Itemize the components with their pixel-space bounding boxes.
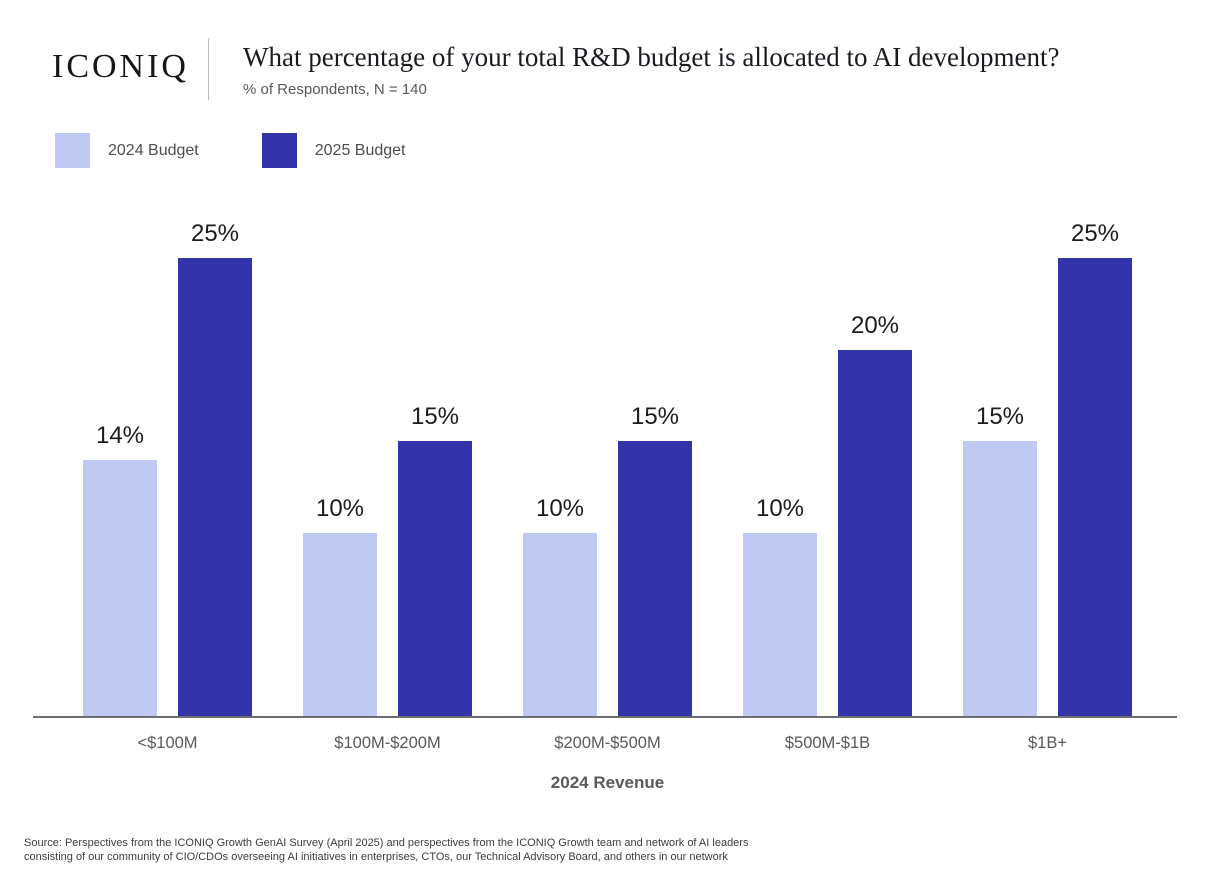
bar-value-label: 25% <box>190 220 240 247</box>
bar-value-label: 10% <box>755 495 805 522</box>
bar-value-label: 15% <box>975 403 1025 430</box>
bar-value-label: 15% <box>410 403 460 430</box>
bar-group: 10% 20% <box>743 312 912 716</box>
chart-subtitle: % of Respondents, N = 140 <box>243 81 427 98</box>
legend-item-2025-budget: 2025 Budget <box>261 133 406 168</box>
bar-value-label: 20% <box>850 312 900 339</box>
source-line-2: consisting of our community of CIO/CDOs … <box>24 851 728 863</box>
bar: 25% <box>178 220 252 716</box>
iconiq-logo: ICONIQ <box>52 48 189 85</box>
bar-value-label: 25% <box>1070 220 1120 247</box>
bar-value-label: 10% <box>535 495 585 522</box>
x-axis-category-label: $500M-$1B <box>784 734 871 752</box>
bar-value-label: 14% <box>95 422 145 449</box>
legend: 2024 Budget 2025 Budget <box>55 133 406 168</box>
bar: 10% <box>743 495 817 716</box>
bar: 20% <box>838 312 912 716</box>
x-axis-category-label: $100M-$200M <box>334 734 441 752</box>
legend-swatch <box>261 133 297 168</box>
x-axis-category-label: <$100M <box>137 734 198 752</box>
bar-group: 14% 25% <box>83 220 252 716</box>
bar-group: 10% 15% <box>523 403 692 716</box>
legend-label: 2025 Budget <box>314 141 406 159</box>
bar: 14% <box>83 422 157 716</box>
legend-swatch <box>55 133 90 168</box>
source-note: Source: Perspectives from the ICONIQ Gro… <box>24 836 748 864</box>
source-line-1: Source: Perspectives from the ICONIQ Gro… <box>24 837 749 849</box>
header-divider <box>208 38 209 100</box>
bar: 10% <box>523 495 597 716</box>
bar: 15% <box>963 403 1037 716</box>
x-axis-category-label: $1B+ <box>1028 734 1067 752</box>
bar: 25% <box>1058 220 1132 716</box>
legend-item-2024-budget: 2024 Budget <box>55 133 199 168</box>
x-axis-labels: <$100M $100M-$200M $200M-$500M $500M-$1B $1B… <box>83 734 1132 753</box>
bar: 15% <box>618 403 692 716</box>
bar: 10% <box>303 495 377 716</box>
x-axis-title: 2024 Revenue <box>550 773 665 792</box>
bar-chart-plot-area: 14% 25% 10% 15% 10% 15% 10% 20% 15% 25% <box>83 220 1132 716</box>
x-axis-line <box>33 716 1177 718</box>
bar-value-label: 10% <box>315 495 365 522</box>
x-axis-category-label: $200M-$500M <box>554 734 661 752</box>
bar: 15% <box>398 403 472 716</box>
bar-value-label: 15% <box>630 403 680 430</box>
page-title: What percentage of your total R&D budget… <box>243 42 1060 72</box>
legend-label: 2024 Budget <box>108 141 199 159</box>
bar-group: 10% 15% <box>303 403 472 716</box>
bar-group: 15% 25% <box>963 220 1132 716</box>
